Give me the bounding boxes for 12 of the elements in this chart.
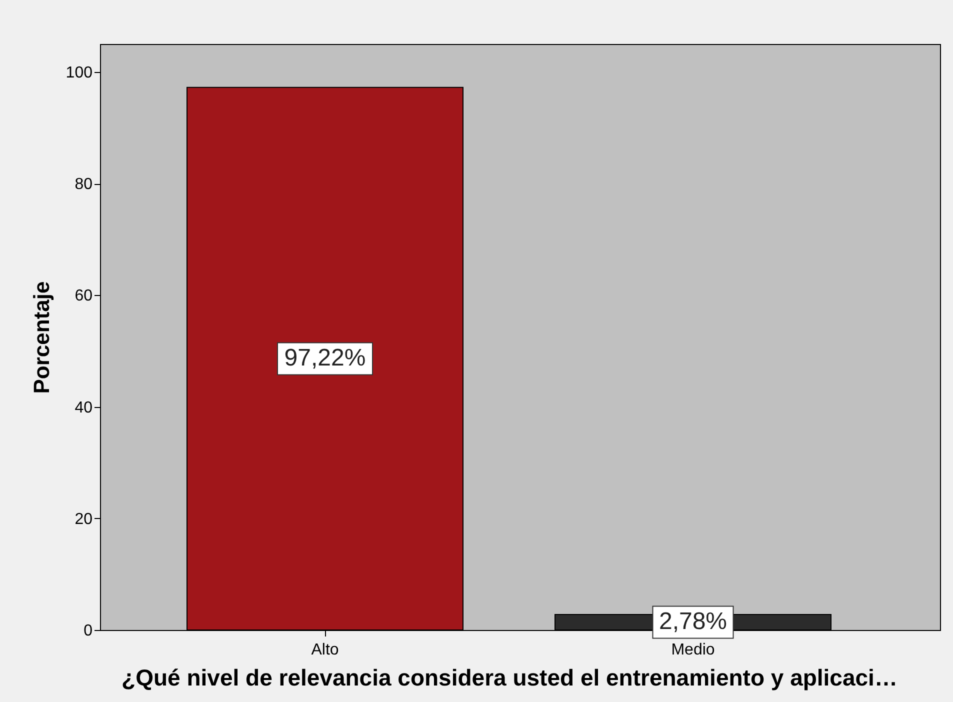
y-tick-label: 60 (74, 288, 93, 305)
x-tick-label: Medio (671, 642, 715, 658)
data-label: 97,22% (284, 344, 366, 372)
data-label: 2,78% (658, 608, 728, 636)
y-tick-label: 80 (74, 176, 93, 194)
y-tick-label: 100 (66, 64, 93, 82)
y-tick-label: 0 (84, 622, 93, 640)
y-tick-label: 40 (74, 399, 93, 416)
y-tick-label: 20 (74, 510, 93, 528)
y-axis-title: Porcentaje (28, 281, 54, 394)
x-tick-label: Alto (311, 642, 339, 658)
x-axis-title: ¿Qué nivel de relevancia considera usted el entrenamiento y aplicaci… (122, 664, 898, 690)
